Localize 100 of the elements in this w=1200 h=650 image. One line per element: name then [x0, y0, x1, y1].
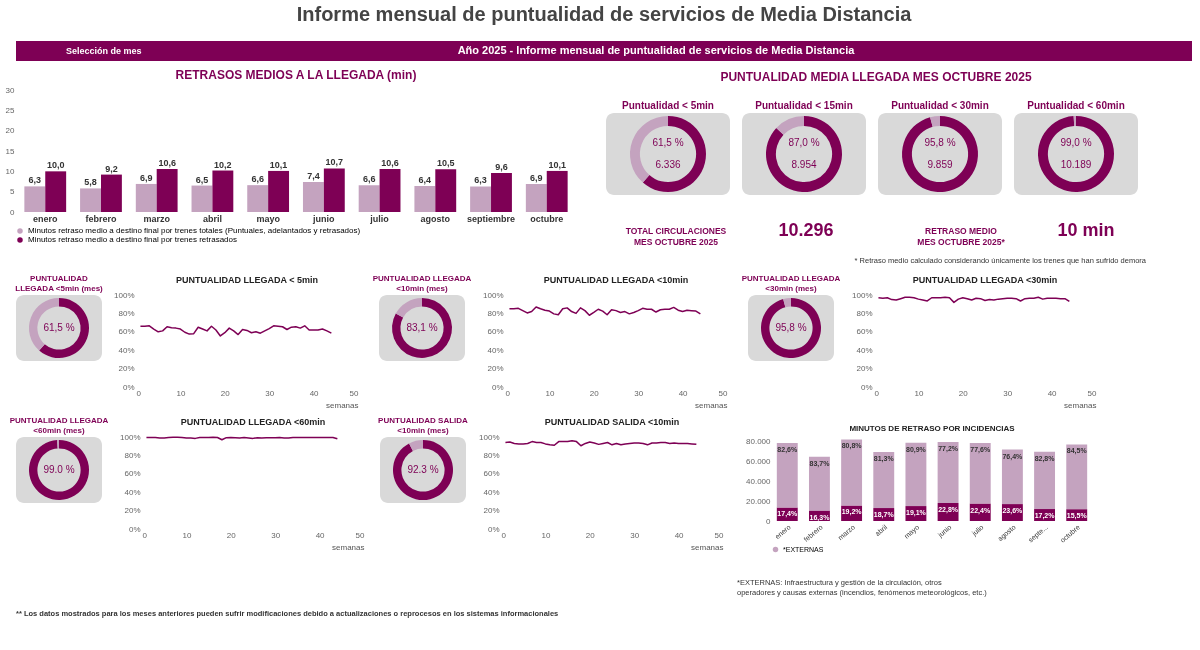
y-tick-label: 0%	[491, 382, 504, 392]
line-series	[139, 325, 333, 337]
bar	[525, 183, 547, 212]
data-label: 9,2	[105, 163, 118, 174]
y-tick-label: 60%	[487, 327, 504, 337]
bar	[470, 186, 492, 212]
y-tick-label: 60.000	[746, 457, 772, 467]
x-axis-title: semanas	[332, 542, 365, 552]
donut-slice	[930, 116, 940, 127]
y-tick-label: 20%	[483, 506, 500, 516]
data-label: 5,8	[84, 177, 97, 188]
x-tick-label: 20	[585, 530, 596, 540]
x-tick-label: 50	[1087, 388, 1098, 398]
x-tick-label: 20	[958, 388, 969, 398]
x-tick-label: septiembre	[467, 213, 516, 224]
data-label: 6,6	[251, 174, 264, 185]
y-tick-label: 20%	[118, 364, 135, 374]
data-label: 87,0 %	[788, 137, 820, 148]
text: Año 2025 - Informe mensual de puntualidad de servicios de Media Distancia	[457, 44, 856, 56]
y-tick-label: 40%	[124, 487, 141, 497]
y-tick-label: 40%	[118, 345, 135, 355]
text: 10.296	[778, 220, 834, 240]
data-label: 99,0 %	[1060, 137, 1092, 148]
data-label: 6,3	[28, 175, 42, 186]
y-tick-label: 15	[5, 146, 16, 156]
donut-slice	[783, 298, 791, 308]
data-label: 10,6	[381, 157, 399, 168]
x-tick-label: 10	[914, 388, 924, 398]
data-label: 6,6	[362, 174, 376, 185]
data-label: 10,1	[548, 159, 566, 170]
y-tick-label: 60%	[118, 327, 135, 337]
x-tick-label: 30	[634, 388, 644, 398]
data-label: 10,1	[269, 159, 288, 170]
bar	[268, 170, 290, 212]
data-label: 9,6	[495, 161, 508, 172]
x-tick-label: enero	[33, 213, 59, 224]
chart-title: Puntualidad < 5min	[622, 100, 714, 111]
donut-slice	[642, 116, 706, 192]
x-tick-label: 30	[1003, 388, 1013, 398]
y-tick-label: 0%	[487, 524, 500, 534]
x-tick-label: 20	[220, 388, 231, 398]
chart-title: PUNTUALIDAD LLEGADA <10min (mes)	[372, 274, 472, 293]
x-tick-label: 10	[182, 530, 192, 540]
bar	[491, 172, 512, 212]
data-label: 95,8 %	[924, 137, 956, 148]
x-tick-label: 40	[678, 388, 689, 398]
y-tick-label: 20%	[124, 506, 141, 516]
y-tick-label: 100%	[120, 432, 141, 442]
chart-title: Puntualidad < 60min	[1027, 100, 1125, 111]
x-tick-label: octubre	[530, 213, 564, 224]
y-tick-label: 80%	[118, 308, 135, 318]
bar	[841, 439, 863, 506]
x-axis-title: semanas	[695, 400, 728, 410]
donut-slice	[409, 440, 423, 451]
x-tick-label: 0	[142, 530, 148, 540]
chart-title: PUNTUALIDAD LLEGADA <30min (mes)	[741, 274, 841, 293]
bar	[80, 188, 101, 212]
y-tick-label: 0%	[860, 382, 873, 392]
x-tick-label: junio	[312, 213, 336, 224]
data-label: 10,2	[214, 159, 232, 170]
bar	[546, 170, 568, 212]
x-tick-label: 40	[674, 530, 685, 540]
x-tick-label: 50	[349, 388, 360, 398]
chart-title: PUNTUALIDAD LLEGADA <10min	[543, 275, 689, 285]
data-label: 6,5	[195, 174, 209, 185]
chart-title: Puntualidad < 30min	[891, 100, 989, 111]
x-tick-label: abril	[202, 213, 222, 224]
bar	[191, 185, 213, 212]
y-tick-label: 100%	[479, 432, 500, 442]
x-tick-label: 30	[630, 530, 640, 540]
chart-title: PUNTUALIDAD LLEGADA <60min	[180, 417, 326, 427]
x-tick-label: 40	[309, 388, 320, 398]
y-tick-label: 80%	[483, 450, 500, 460]
data-label: 83,1 %	[406, 322, 438, 333]
y-tick-label: 20	[5, 126, 16, 136]
y-tick-label: 40%	[483, 487, 500, 497]
bar	[302, 181, 324, 212]
bar	[323, 168, 345, 212]
text: Selección de mes	[66, 46, 142, 56]
x-tick-label: 0	[874, 388, 880, 398]
text: 9.859	[927, 159, 953, 170]
x-tick-label: agosto	[420, 213, 451, 224]
text: TOTAL CIRCULACIONES MES OCTUBRE 2025	[625, 226, 727, 247]
text: 8.954	[791, 159, 817, 170]
text: Minutos retraso medio a destino final por trenes retrasados	[28, 235, 237, 244]
chart-title: PUNTUALIDAD SALIDA <10min (mes)	[378, 416, 469, 435]
donut-slice	[392, 298, 452, 358]
chart-title: PUNTUALIDAD LLEGADA <5min (mes)	[15, 274, 104, 293]
text: RETRASO MEDIO MES OCTUBRE 2025*	[917, 226, 1006, 247]
x-tick-label: 30	[271, 530, 281, 540]
x-tick-label: 0	[505, 388, 511, 398]
text: 10.189	[1060, 159, 1092, 170]
chart-title: RETRASOS MEDIOS A LA LLEGADA (min)	[175, 68, 417, 82]
series-label: Minutos retraso medio a destino final por trenes totales (Puntuales, adelantados y retrasados)	[28, 226, 361, 235]
text: 6.336	[655, 159, 681, 170]
x-tick-label: 20	[226, 530, 237, 540]
text: Informe mensual de puntualidad de servicios de Media Distancia	[296, 3, 913, 25]
data-label: 6,9	[139, 172, 153, 183]
bar	[24, 186, 46, 212]
chart-title: PUNTUALIDAD SALIDA <10min	[544, 417, 680, 427]
